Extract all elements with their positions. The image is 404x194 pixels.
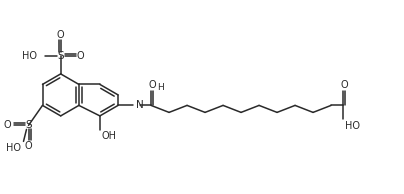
Text: O: O	[77, 51, 84, 61]
Text: HO: HO	[345, 121, 360, 131]
Text: HO: HO	[6, 143, 21, 153]
Text: N: N	[136, 100, 144, 110]
Text: H: H	[157, 83, 164, 92]
Text: HO: HO	[22, 51, 37, 61]
Text: O: O	[4, 120, 11, 130]
Text: O: O	[340, 80, 348, 90]
Text: O: O	[25, 141, 32, 151]
Text: OH: OH	[102, 131, 117, 141]
Text: S: S	[25, 120, 32, 130]
Text: O: O	[148, 80, 156, 90]
Text: S: S	[57, 51, 64, 61]
Text: O: O	[57, 30, 65, 40]
